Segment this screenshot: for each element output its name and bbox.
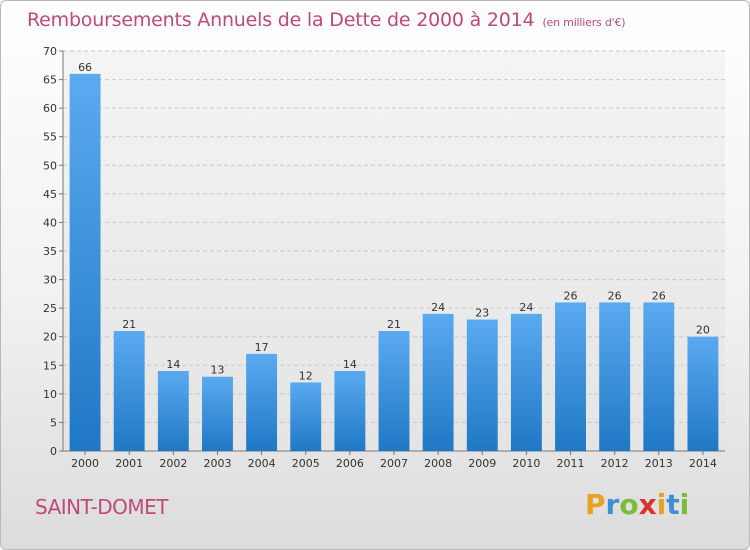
y-tick-label: 70 <box>43 45 57 58</box>
x-tick-label: 2010 <box>512 457 540 470</box>
bar <box>555 302 586 451</box>
bar <box>202 376 233 451</box>
x-tick-label: 2003 <box>203 457 231 470</box>
x-tick-label: 2001 <box>115 457 143 470</box>
bar-value-label: 23 <box>475 307 489 320</box>
x-tick-label: 2000 <box>71 457 99 470</box>
proxiti-logo: Proxiti <box>585 488 689 521</box>
y-tick-label: 15 <box>43 359 57 372</box>
logo-letter: i <box>656 488 667 521</box>
bar <box>422 313 454 451</box>
y-tick-label: 30 <box>43 274 57 287</box>
bar-value-label: 17 <box>255 341 269 354</box>
logo-letter: P <box>585 488 606 521</box>
chart-subtitle: (en milliers d'€) <box>542 16 626 29</box>
bar-value-label: 24 <box>519 301 533 314</box>
y-tick-label: 20 <box>43 331 57 344</box>
y-tick-label: 60 <box>43 102 57 115</box>
x-tick-label: 2007 <box>380 457 408 470</box>
bar <box>466 319 498 451</box>
bar-value-label: 24 <box>431 301 445 314</box>
x-tick-label: 2011 <box>557 457 585 470</box>
x-tick-label: 2014 <box>689 457 717 470</box>
logo-letter: r <box>605 488 620 521</box>
y-tick-label: 5 <box>50 416 57 429</box>
x-tick-label: 2008 <box>424 457 452 470</box>
bar <box>687 336 719 451</box>
y-tick-label: 0 <box>50 445 57 458</box>
x-tick-label: 2002 <box>159 457 187 470</box>
x-tick-label: 2013 <box>645 457 673 470</box>
y-tick-label: 35 <box>43 245 57 258</box>
bar-value-label: 13 <box>210 364 224 377</box>
bar <box>378 331 410 451</box>
bar-value-label: 66 <box>78 61 92 74</box>
y-tick-label: 25 <box>43 302 57 315</box>
x-tick-label: 2012 <box>601 457 629 470</box>
bar <box>643 302 675 451</box>
bar <box>510 313 542 451</box>
bar-value-label: 21 <box>387 318 401 331</box>
bar-value-label: 20 <box>696 324 710 337</box>
bar-value-label: 26 <box>652 289 666 302</box>
bar <box>246 353 278 451</box>
bar <box>599 302 631 451</box>
commune-name: SAINT-DOMET <box>35 495 168 519</box>
y-tick-label: 10 <box>43 388 57 401</box>
x-tick-label: 2004 <box>248 457 276 470</box>
bar-value-label: 21 <box>122 318 136 331</box>
x-tick-label: 2006 <box>336 457 364 470</box>
logo-letter: t <box>666 488 680 521</box>
y-tick-label: 65 <box>43 74 57 87</box>
bar-value-label: 12 <box>299 369 313 382</box>
bar <box>157 371 189 451</box>
y-tick-label: 40 <box>43 216 57 229</box>
bar-value-label: 14 <box>343 358 357 371</box>
logo-letter: o <box>619 488 639 521</box>
chart-title: Remboursements Annuels de la Dette de 20… <box>27 9 626 31</box>
chart-title-text: Remboursements Annuels de la Dette de 20… <box>27 9 535 31</box>
x-tick-label: 2009 <box>468 457 496 470</box>
bar <box>113 331 145 451</box>
bar <box>334 371 366 451</box>
bar <box>69 73 101 451</box>
y-tick-label: 50 <box>43 159 57 172</box>
bar-value-label: 26 <box>608 289 622 302</box>
x-tick-label: 2005 <box>292 457 320 470</box>
y-tick-label: 45 <box>43 188 57 201</box>
bar-value-label: 14 <box>166 358 180 371</box>
logo-letter: x <box>638 488 657 521</box>
y-tick-label: 55 <box>43 131 57 144</box>
bar <box>290 382 322 451</box>
bar-value-label: 26 <box>564 289 578 302</box>
logo-letter: i <box>679 488 690 521</box>
